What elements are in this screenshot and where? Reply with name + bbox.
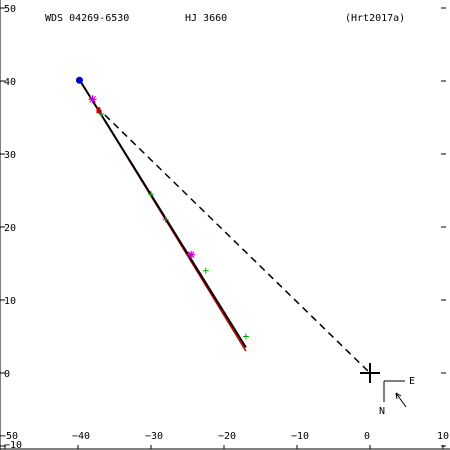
x-tick-group: −50 −40 −30 −20 −10 0 10 (0, 431, 449, 449)
compass: E N (379, 376, 415, 417)
primary-star-cross (360, 363, 380, 383)
motion-arrow-head (395, 392, 402, 400)
y-tick-label: 30 (4, 150, 16, 161)
observation-plus-mark (148, 191, 154, 198)
wds-id-label: WDS 04269-6530 (45, 13, 129, 24)
y-tick-label: 10 (4, 296, 16, 307)
x-tick-label: −20 (218, 431, 236, 442)
magenta-asterisk-mark (88, 95, 97, 104)
reference-label: (Hrt2017a) (345, 13, 405, 24)
discoverer-label: HJ 3660 (185, 13, 227, 24)
x-tick-label: 0 (364, 431, 370, 442)
red-observation-mark (96, 107, 101, 114)
marks-group (75, 76, 380, 383)
observation-plus-mark (242, 333, 249, 340)
y-tick-label: 0 (4, 369, 10, 380)
motion-arrow-shaft (395, 392, 407, 408)
y-tick-label: 20 (4, 223, 16, 234)
y-tick-label: 40 (4, 77, 16, 88)
observation-plus-mark (162, 216, 169, 223)
compass-north-label: N (379, 406, 385, 417)
observation-plus-mark (202, 267, 209, 274)
observation-plus-mark (98, 110, 105, 117)
x-tick-label: −10 (291, 431, 309, 442)
y-tick-group: −10 0 10 20 30 40 50 (0, 4, 446, 450)
first-observation-dot (75, 76, 83, 84)
x-tick-label: −40 (72, 431, 90, 442)
y-tick-label: 50 (4, 4, 16, 15)
x-tick-label: −50 (0, 431, 18, 442)
magenta-asterisk-mark (187, 250, 196, 259)
orbit-line (77, 76, 247, 348)
x-tick-label: −30 (145, 431, 163, 442)
node-line (95, 106, 371, 374)
y-tick-label: −10 (4, 440, 22, 450)
compass-east-label: E (409, 376, 415, 387)
x-tick-label: 10 (437, 431, 449, 442)
